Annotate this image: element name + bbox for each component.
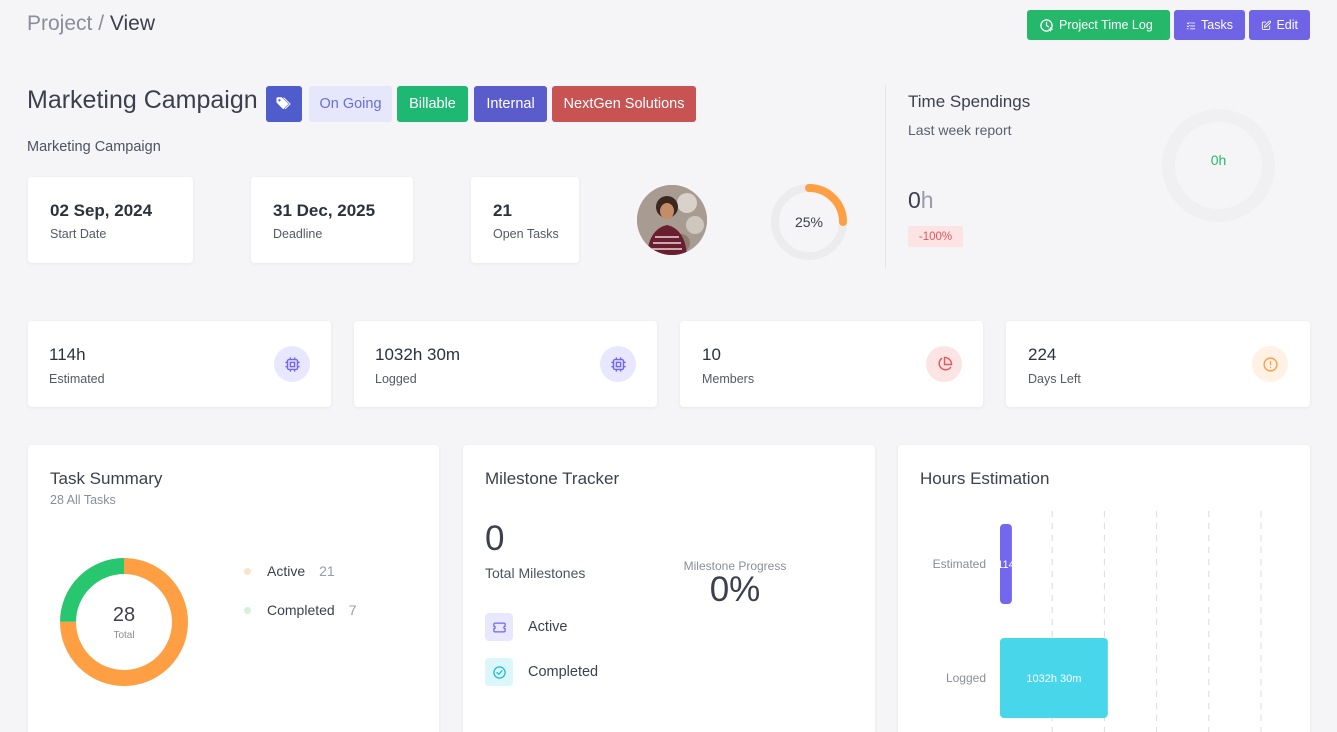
cpu-icon [600,346,636,382]
project-progress-ring: 25% [769,182,849,262]
header-divider [885,85,886,268]
check-circle-icon [485,658,513,686]
clock-icon [1040,18,1053,32]
legend-dot-active [244,567,251,575]
metric-value: 114h [49,345,86,364]
milestone-total-label: Total Milestones [485,565,586,581]
legend-dot-completed [244,606,251,614]
milestone-total: 0 [485,519,505,558]
open-tasks-value: 21 [493,201,512,220]
deadline-label: Deadline [273,227,323,241]
project-time-log-button[interactable]: Project Time Log [1027,10,1170,40]
legend-completed: Completed 7 [244,602,357,618]
breadcrumb: Project / View [27,12,155,36]
metric-label: Estimated [49,372,105,386]
bar-logged [1000,638,1108,718]
milestone-completed-row: Completed [485,658,598,686]
milestone-progress-label: Milestone Progress [683,559,787,573]
bar-value-label-logged: 1032h 30m [1026,673,1081,685]
metric-label: Days Left [1028,372,1081,386]
avatar[interactable] [637,185,707,255]
project-title: Marketing Campaign [27,86,258,114]
time-spendings-change-badge: -100% [908,226,963,247]
start-date-card: 02 Sep, 2024 Start Date [28,177,193,263]
tasks-button[interactable]: Tasks [1174,10,1245,40]
time-spendings-title: Time Spendings [908,92,1031,111]
legend-active-label: Active [267,563,306,579]
task-donut-total-label: Total [113,630,135,641]
checklist-icon [1186,21,1196,29]
metric-value: 10 [702,345,721,364]
pie-chart-icon [926,346,962,382]
time-spendings-subtitle: Last week report [908,122,1012,138]
task-summary-title: Task Summary [50,469,163,488]
tags-icon [276,97,291,110]
start-date-value: 02 Sep, 2024 [50,201,153,220]
metric-value: 1032h 30m [375,345,461,364]
milestone-active-label: Active [528,619,568,635]
edit-label: Edit [1276,18,1298,32]
breadcrumb-current: View [109,12,156,35]
tasks-label: Tasks [1201,18,1233,32]
time-spendings-ring-label: 0h [1210,152,1227,168]
legend-completed-count: 7 [348,602,357,618]
metric-card-days-left: 224 Days Left [1006,321,1310,407]
time-spendings-value: 0h [908,187,934,214]
ticket-icon [485,613,513,641]
progress-percent: 25% [794,214,824,230]
category-label-estimated: Estimated [933,557,986,571]
project-description: Marketing Campaign [27,139,161,155]
milestone-panel: Milestone Tracker 0 Total Milestones Mil… [463,445,875,732]
breadcrumb-parent[interactable]: Project [27,12,93,35]
tag-button[interactable] [266,86,302,122]
deadline-card: 31 Dec, 2025 Deadline [251,177,413,263]
start-date-label: Start Date [50,227,107,241]
metric-label: Members [702,372,755,386]
breadcrumb-separator: / [92,12,110,35]
hours-estimation-panel: Hours Estimation Estimated 114 Logged 1032h… [898,445,1310,732]
milestone-active-row: Active [485,613,568,641]
legend-active: Active 21 [244,563,335,579]
bar-value-label-estimated: 114 [997,559,1015,571]
milestone-progress-value: 0% [709,570,761,609]
deadline-value: 31 Dec, 2025 [273,201,376,220]
metric-label: Logged [375,372,417,386]
cpu-icon [274,346,310,382]
donut-slice-active [60,558,188,686]
task-donut-total: 28 [112,604,136,626]
legend-completed-label: Completed [267,602,335,618]
alert-circle-icon [1252,346,1288,382]
task-donut: 28 Total [60,558,188,686]
time-spendings-unit: h [920,187,934,213]
edit-button[interactable]: Edit [1249,10,1310,40]
status-badge: On Going [309,86,392,122]
metric-card-estimated: 114h Estimated [28,321,331,407]
milestone-title: Milestone Tracker [485,469,620,488]
chart-title: Hours Estimation [920,469,1050,488]
hours-estimation-chart: Estimated 114 Logged 1032h 30m [933,511,1262,732]
type-badge: Internal [474,86,547,122]
metric-value: 224 [1028,345,1057,364]
time-spendings-ring: 0h [1161,108,1276,223]
avatar-image [637,185,707,255]
legend-active-count: 21 [319,563,335,579]
task-summary-subtitle: 28 All Tasks [50,493,116,507]
open-tasks-label: Open Tasks [493,227,559,241]
bar-estimated [1000,524,1012,604]
progress-arc [771,184,847,260]
edit-icon [1261,20,1272,30]
client-badge: NextGen Solutions [552,86,696,122]
metric-card-members: 10 Members [680,321,983,407]
task-summary-panel: Task Summary 28 All Tasks 28 Total Activ… [28,445,439,732]
open-tasks-card: 21 Open Tasks [471,177,579,263]
billable-badge: Billable [397,86,468,122]
project-time-log-label: Project Time Log [1059,18,1153,32]
milestone-completed-label: Completed [528,664,599,680]
time-spendings-number: 0 [908,187,921,213]
category-label-logged: Logged [946,671,986,685]
metric-card-logged: 1032h 30m Logged [354,321,657,407]
